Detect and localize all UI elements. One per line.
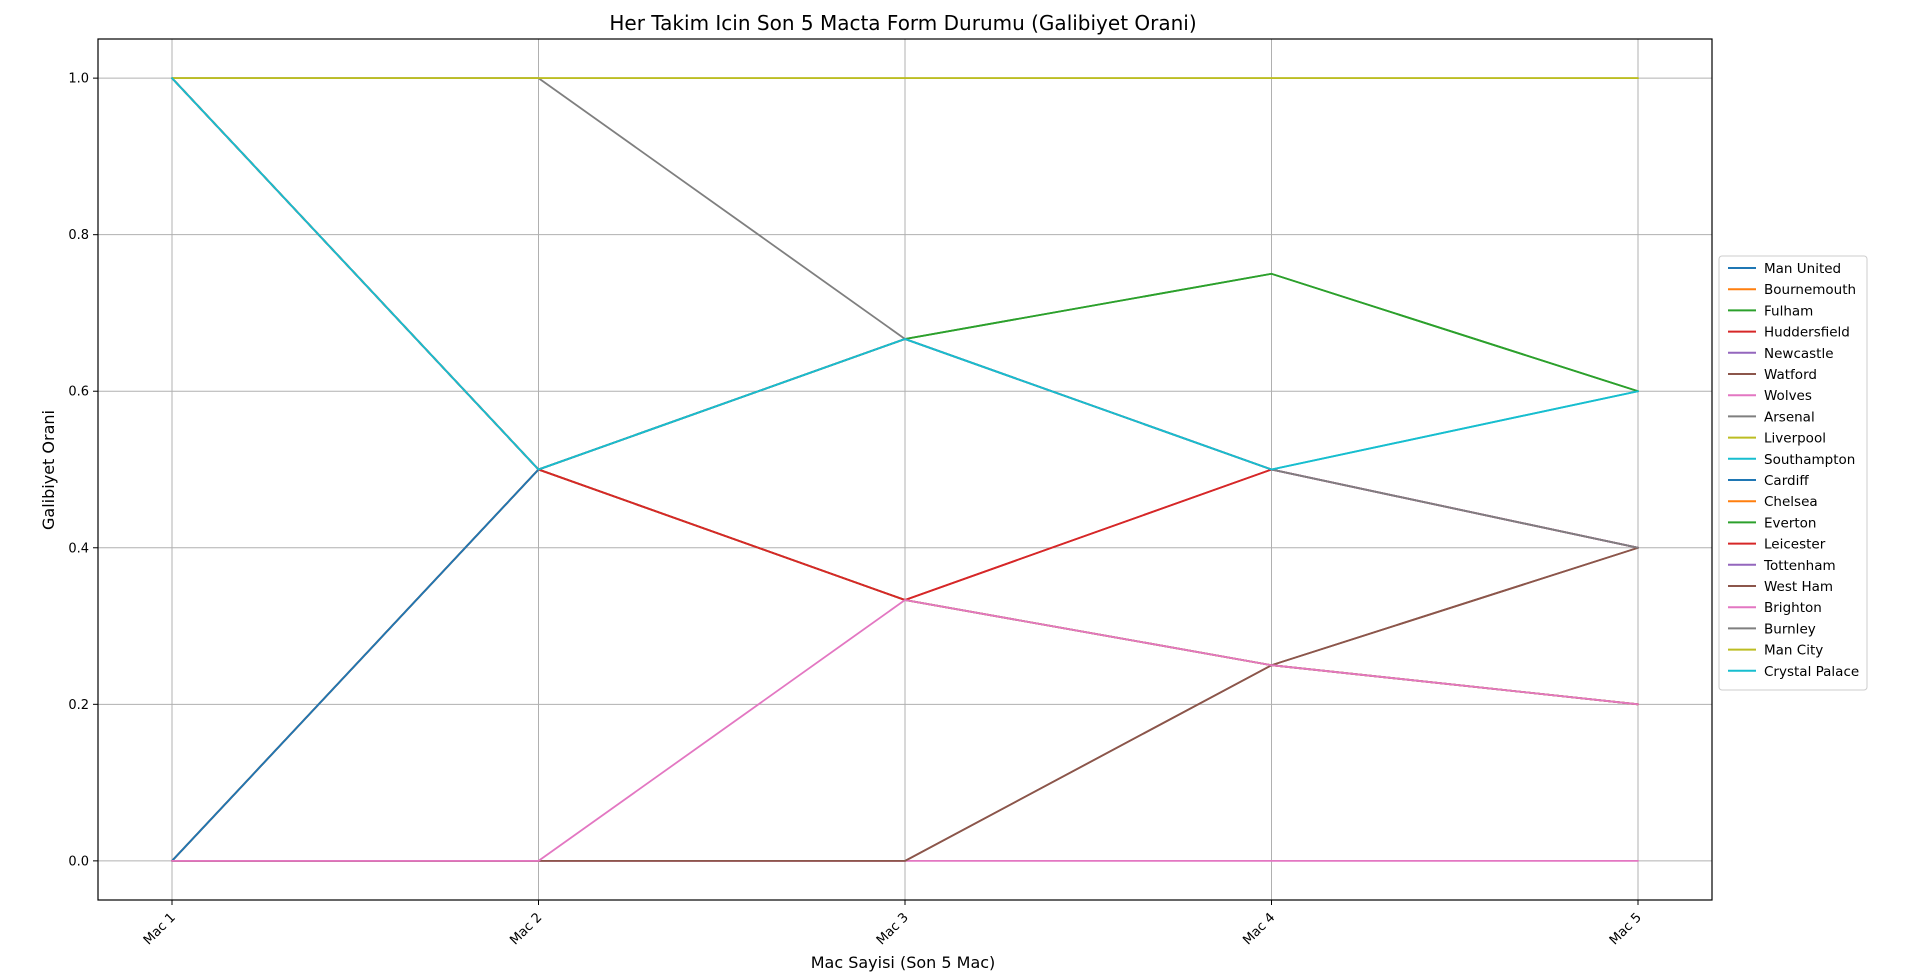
legend-box (1718, 255, 1868, 691)
legend-entry: Liverpool (1764, 431, 1826, 447)
legend-entry: Newcastle (1764, 346, 1834, 362)
y-tick-label: 0.0 (68, 854, 89, 869)
legend-entry: Everton (1764, 515, 1816, 531)
legend-entry: Southampton (1764, 452, 1855, 468)
chart-title: Her Takim Icin Son 5 Macta Form Durumu (… (609, 11, 1196, 35)
legend-entry: Fulham (1764, 303, 1813, 319)
legend-entry: Man City (1764, 643, 1823, 659)
legend-entry: Wolves (1764, 388, 1812, 404)
y-tick-label: 1.0 (68, 72, 89, 87)
legend-entry: Burnley (1764, 621, 1816, 637)
series-line-crystal-palace (171, 77, 1639, 471)
y-tick-label: 0.6 (68, 385, 89, 400)
legend-entry: Brighton (1764, 600, 1822, 616)
legend-entry: Bournemouth (1764, 282, 1856, 298)
legend-entry: Leicester (1764, 537, 1826, 553)
legend: Man United Bournemouth Fulham Huddersfield N… (1718, 255, 1868, 691)
y-tick-label: 0.4 (68, 541, 89, 556)
series-lines (171, 77, 1639, 862)
legend-entry: Huddersfield (1764, 325, 1850, 341)
legend-entry: Arsenal (1764, 409, 1815, 425)
series-line-brighton (171, 599, 1639, 862)
y-axis-ticks: 0.0 0.2 0.4 0.6 0.8 1.0 (68, 72, 98, 869)
legend-entry: Cardiff (1764, 473, 1809, 489)
legend-entry: West Ham (1764, 579, 1833, 595)
legend-entry: Tottenham (1763, 558, 1836, 574)
legend-entry: Chelsea (1764, 494, 1818, 510)
legend-entry: Man United (1764, 261, 1841, 277)
y-tick-label: 0.2 (68, 698, 89, 713)
x-axis-label: Mac Sayisi (Son 5 Mac) (811, 953, 996, 972)
y-axis-label: Galibiyet Orani (39, 410, 58, 530)
legend-entry: Crystal Palace (1764, 664, 1859, 680)
y-tick-label: 0.8 (68, 228, 89, 243)
legend-entry: Watford (1764, 367, 1817, 383)
